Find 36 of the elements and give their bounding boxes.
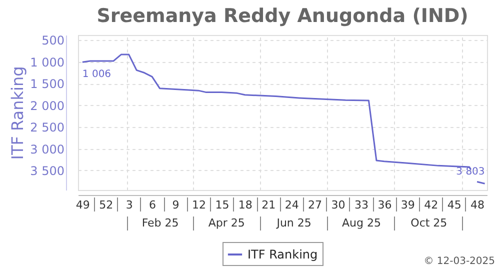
- x-tick-label: 24: [284, 198, 299, 212]
- x-tick-label: 52: [99, 198, 114, 212]
- x-tick-label: 3: [126, 198, 133, 212]
- x-tick-label: 33: [354, 198, 368, 212]
- x-tick-label: 27: [308, 198, 322, 212]
- y-tick-label: 2 000: [30, 98, 64, 113]
- x-tick-label: 42: [424, 198, 438, 212]
- y-tick-label: 3 500: [30, 164, 64, 178]
- x-tick-label: 6: [149, 198, 156, 212]
- x-tick-label: 21: [262, 198, 276, 212]
- x-tick-label: 48: [470, 198, 485, 212]
- x-tick-label: 36: [378, 198, 392, 212]
- x-tick-label: 12: [192, 198, 206, 212]
- y-tick-label: 1 000: [30, 55, 64, 70]
- y-tick-label: 500: [42, 34, 64, 48]
- x-tick-label: 39: [400, 198, 415, 212]
- x2-tick-label: Jun 25: [276, 216, 312, 230]
- chart-title: Sreemanya Reddy Anugonda (IND): [96, 5, 468, 28]
- text: © 12-03-2025: [424, 256, 495, 267]
- data-label: 3 803: [456, 166, 485, 178]
- x-tick-label: 9: [172, 198, 180, 212]
- x2-tick-label: Feb 25: [142, 216, 179, 230]
- y-tick-label: 3 000: [30, 142, 64, 156]
- x-tick-label: 45: [447, 198, 462, 212]
- y-tick-label: 1 500: [30, 77, 64, 92]
- x2-tick-label: Apr 25: [208, 216, 245, 230]
- x2-tick-label: Aug 25: [342, 216, 381, 230]
- x-tick-label: 18: [238, 198, 252, 212]
- y-tick-label: 2 500: [30, 120, 64, 135]
- y-axis-title: ITF Ranking: [8, 66, 28, 160]
- x-tick-label: 49: [76, 198, 90, 212]
- x-tick-label: 30: [331, 198, 346, 212]
- data-label: 1 006: [82, 69, 112, 80]
- legend-label: ITF Ranking: [248, 248, 318, 262]
- x2-tick-label: Oct 25: [410, 216, 448, 230]
- x-tick-label: 15: [215, 198, 230, 212]
